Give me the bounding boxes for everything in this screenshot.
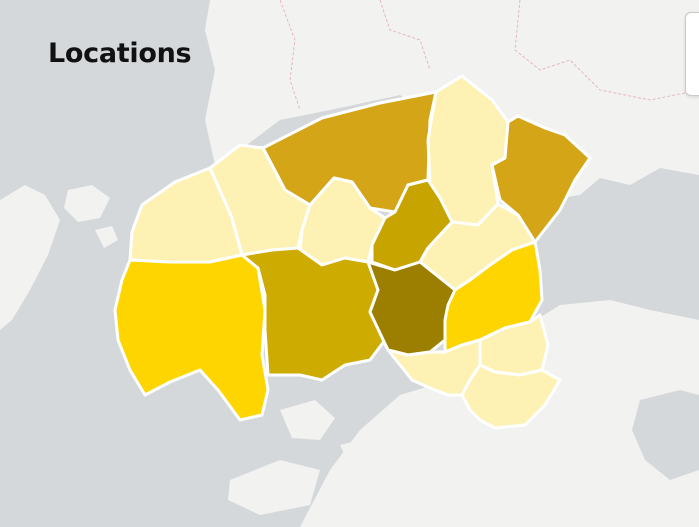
island-south-1 (228, 460, 320, 515)
island-south-2 (280, 400, 335, 440)
region-center-north[interactable] (298, 176, 387, 267)
map-control-panel[interactable] (685, 12, 699, 96)
border-line-1 (279, 0, 301, 111)
island-left-1 (64, 185, 110, 222)
island-left-2 (95, 226, 118, 248)
border-line-3 (379, 0, 431, 71)
border-line-2 (514, 0, 699, 101)
map-title: Locations (48, 38, 192, 69)
landmass-west (0, 185, 60, 330)
lake-south (632, 390, 699, 480)
region-east[interactable] (490, 114, 592, 244)
region-south-far[interactable] (460, 363, 562, 430)
island-south-3 (340, 440, 368, 465)
